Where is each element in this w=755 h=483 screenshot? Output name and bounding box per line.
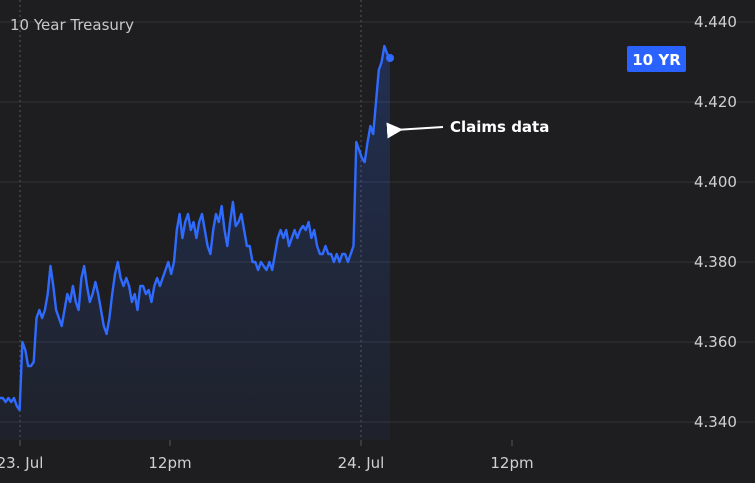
x-tick-label: 12pm [148,454,191,472]
x-tick-label: 12pm [490,454,533,472]
x-tick-label: 24. Jul [338,454,385,472]
annotation: Claims data [386,118,549,139]
series-badge-label: 10 YR [632,51,681,69]
series-badge-background [627,46,686,72]
y-axis: 4.440 4.420 4.400 4.380 4.360 4.340 [694,13,737,431]
y-tick-label: 4.360 [694,333,737,351]
last-point-marker [386,54,394,62]
x-axis: 23. Jul 12pm 24. Jul 12pm [0,454,534,472]
y-tick-label: 4.440 [694,13,737,31]
series-area [0,46,390,440]
y-tick-label: 4.340 [694,413,737,431]
y-tick-label: 4.380 [694,253,737,271]
chart-title: 10 Year Treasury [10,16,134,34]
annotation-arrow [386,122,444,139]
x-tick-label: 23. Jul [0,454,43,472]
annotation-text: Claims data [450,118,549,136]
y-tick-label: 4.400 [694,173,737,191]
series-badge: 10 YR [627,46,686,72]
y-tick-label: 4.420 [694,93,737,111]
series-line [0,44,391,412]
